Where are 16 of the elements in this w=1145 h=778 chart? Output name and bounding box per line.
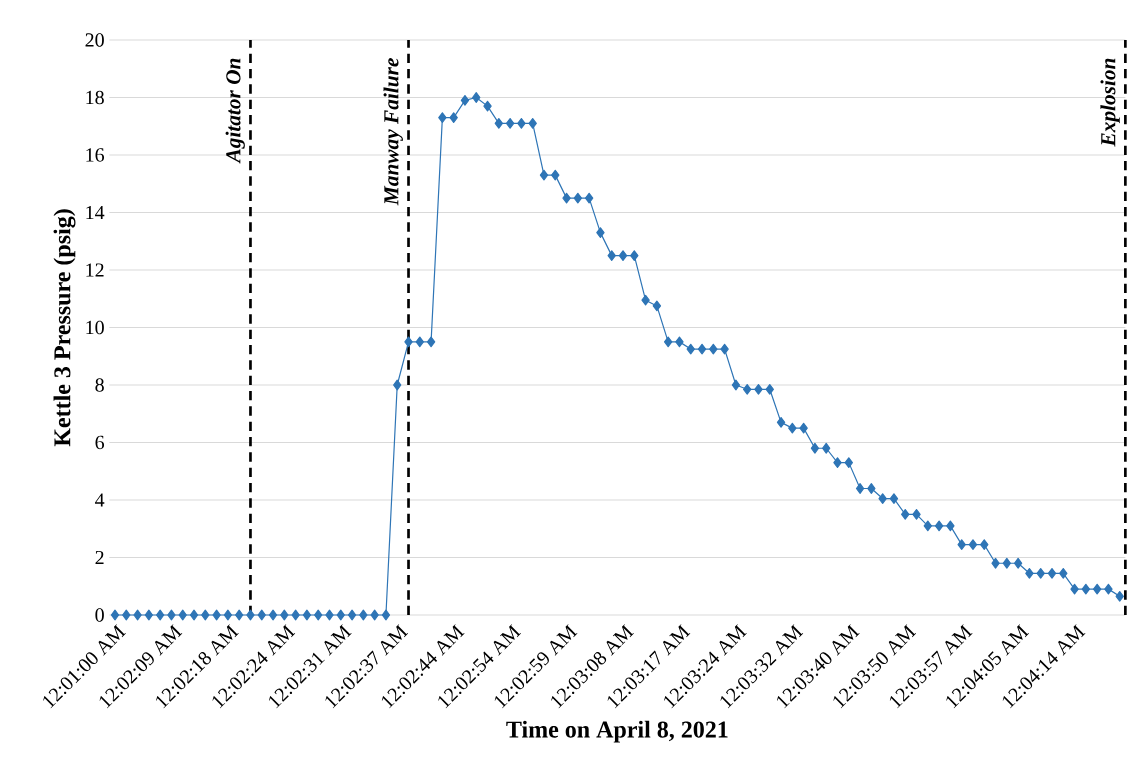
y-axis-title: Kettle 3 Pressure (psig)	[53, 209, 76, 447]
annotation: Agitator On	[225, 58, 245, 164]
y-tick-label: 14	[86, 205, 105, 220]
y-tick-label: 10	[86, 320, 104, 335]
y-tick-label: 4	[95, 493, 105, 507]
y-tick-label: 20	[85, 33, 104, 47]
x-axis-title: Time on April 8, 2021	[506, 720, 728, 743]
annotation: Manway Failure	[383, 58, 403, 206]
y-tick-label: 12	[86, 263, 104, 277]
annotation: Explosion	[1100, 58, 1120, 147]
y-tick-label: 16	[86, 148, 105, 162]
y-tick-label: 8	[95, 378, 104, 392]
y-tick-label: 6	[95, 435, 105, 450]
y-tick-label: 0	[95, 608, 104, 622]
y-tick-label: 2	[95, 550, 104, 565]
y-tick-label: 18	[86, 90, 104, 105]
